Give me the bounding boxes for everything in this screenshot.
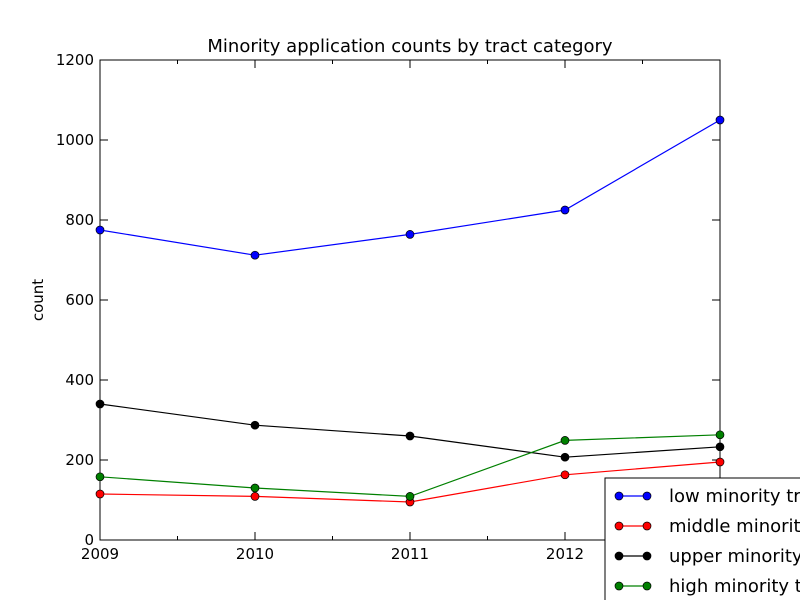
- x-tick-label: 2009: [81, 545, 119, 563]
- legend: low minority tracts middle minority tract…: [604, 477, 800, 600]
- y-tick-label: 1200: [56, 51, 94, 69]
- legend-marker: [642, 491, 652, 501]
- plot-area: [95, 115, 725, 507]
- data-point: [250, 250, 260, 260]
- x-tick-label: 2010: [236, 545, 274, 563]
- data-point: [560, 205, 570, 215]
- legend-marker: [614, 551, 624, 561]
- y-tick-label: 200: [65, 451, 94, 469]
- data-point: [95, 225, 105, 235]
- legend-marker: [642, 551, 652, 561]
- legend-marker: [642, 581, 652, 591]
- y-axis-label: count: [29, 279, 47, 321]
- legend-marker: [614, 581, 624, 591]
- legend-marker: [614, 521, 624, 531]
- data-point: [715, 430, 725, 440]
- data-point: [715, 457, 725, 467]
- data-point: [405, 230, 415, 239]
- data-point: [560, 470, 570, 480]
- y-tick-label: 400: [65, 371, 94, 389]
- y-tick-label: 800: [65, 211, 94, 229]
- data-point: [250, 420, 260, 430]
- y-tick-label: 1000: [56, 131, 94, 149]
- data-point: [95, 399, 105, 409]
- legend-label: low minority tracts: [669, 486, 800, 507]
- x-tick-label: 2011: [391, 545, 429, 563]
- axes-group: 0 200 400 600 800 1000 1200 2009 2010 2011 2012: [56, 51, 721, 563]
- chart-title: Minority application counts by tract cat…: [207, 36, 613, 57]
- x-tick-label: 2012: [546, 545, 584, 563]
- legend-box: [604, 477, 800, 600]
- data-point: [250, 492, 260, 501]
- data-point: [405, 492, 415, 501]
- legend-label: upper minority tracts: [669, 546, 800, 567]
- data-point: [560, 452, 570, 462]
- data-point: [250, 483, 260, 493]
- data-point: [715, 115, 725, 125]
- legend-label: middle minority tracts: [669, 516, 800, 537]
- data-point: [95, 472, 105, 482]
- legend-marker: [614, 491, 624, 501]
- legend-marker: [642, 521, 652, 531]
- data-point: [95, 489, 105, 499]
- data-point: [715, 442, 725, 452]
- legend-label: high minority tracts: [669, 576, 800, 597]
- data-point: [560, 436, 570, 445]
- y-tick-label: 0: [84, 531, 94, 549]
- y-tick-label: 600: [65, 291, 94, 309]
- data-point: [405, 431, 415, 441]
